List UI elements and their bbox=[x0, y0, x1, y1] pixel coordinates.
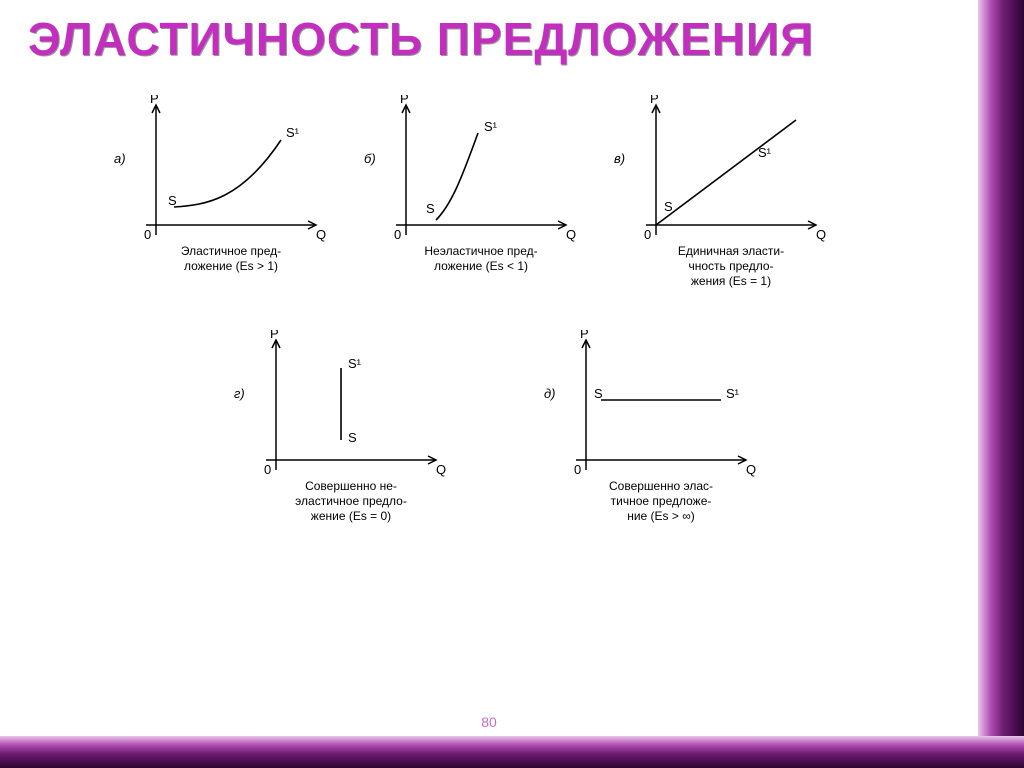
svg-text:Q: Q bbox=[746, 462, 756, 477]
svg-text:P: P bbox=[580, 330, 589, 341]
panel-c: P Q 0 S S¹ Единичная эласти- чность пред… bbox=[610, 95, 840, 305]
caption-c-2: чность предло- bbox=[688, 259, 773, 273]
svg-text:P: P bbox=[650, 95, 659, 106]
svg-text:0: 0 bbox=[574, 462, 581, 477]
caption-a-2: ложение (Es > 1) bbox=[184, 259, 278, 273]
caption-e-2: тичное предложе- bbox=[611, 494, 712, 508]
curve-a bbox=[174, 140, 281, 207]
caption-e-1: Совершенно элас- bbox=[609, 479, 713, 493]
caption-d-2: эластичное предло- bbox=[295, 494, 407, 508]
svg-text:S: S bbox=[348, 430, 357, 445]
caption-e-3: ние (Es > ∞) bbox=[627, 509, 695, 523]
svg-text:Q: Q bbox=[436, 462, 446, 477]
panel-tag-d: г) bbox=[234, 386, 245, 401]
svg-text:S¹: S¹ bbox=[758, 145, 772, 160]
svg-text:Q: Q bbox=[816, 227, 826, 242]
frame-bottom bbox=[0, 736, 1024, 768]
caption-a-1: Эластичное пред- bbox=[181, 244, 281, 258]
curve-b bbox=[436, 133, 478, 220]
svg-text:Q: Q bbox=[566, 227, 576, 242]
svg-text:S¹: S¹ bbox=[484, 119, 498, 134]
svg-text:S¹: S¹ bbox=[348, 356, 362, 371]
panel-tag-e: д) bbox=[544, 386, 556, 401]
svg-text:P: P bbox=[400, 95, 409, 106]
page-number: 80 bbox=[0, 714, 978, 730]
panel-a: P Q 0 S S¹ Эластичное пред- ложение (Es … bbox=[110, 95, 340, 290]
panel-b: P Q 0 S S¹ Неэластичное пред- ложение (E… bbox=[360, 95, 590, 290]
svg-text:S¹: S¹ bbox=[726, 386, 740, 401]
origin-label: 0 bbox=[144, 227, 151, 242]
svg-text:S: S bbox=[664, 199, 673, 214]
s1-label: S¹ bbox=[286, 125, 300, 140]
caption-d-1: Совершенно не- bbox=[305, 479, 397, 493]
svg-text:0: 0 bbox=[264, 462, 271, 477]
panel-d: P Q 0 S S¹ Совершенно не- эластичное пре… bbox=[230, 330, 460, 540]
svg-text:P: P bbox=[270, 330, 279, 341]
svg-text:0: 0 bbox=[644, 227, 651, 242]
svg-text:S: S bbox=[426, 201, 435, 216]
frame-right bbox=[978, 0, 1024, 768]
curve-c bbox=[656, 120, 796, 225]
panel-tag-b: б) bbox=[364, 151, 376, 166]
caption-c-1: Единичная эласти- bbox=[678, 244, 784, 258]
svg-text:0: 0 bbox=[394, 227, 401, 242]
axis-q-label: Q bbox=[316, 227, 326, 242]
panel-e: P Q 0 S S¹ Совершенно элас- тичное предл… bbox=[540, 330, 770, 540]
s-label: S bbox=[168, 193, 177, 208]
caption-b-1: Неэластичное пред- bbox=[424, 244, 537, 258]
caption-c-3: жения (Es = 1) bbox=[691, 274, 771, 288]
svg-text:S: S bbox=[594, 386, 603, 401]
panel-tag-a: а) bbox=[114, 151, 126, 166]
slide: Эластичность предложения P Q 0 S S¹ Элас… bbox=[0, 0, 1024, 768]
slide-title: Эластичность предложения bbox=[28, 12, 814, 66]
caption-b-2: ложение (Es < 1) bbox=[434, 259, 528, 273]
axis-p-label: P bbox=[150, 95, 159, 106]
caption-d-3: жение (Es = 0) bbox=[311, 509, 391, 523]
panel-tag-c: в) bbox=[614, 151, 625, 166]
